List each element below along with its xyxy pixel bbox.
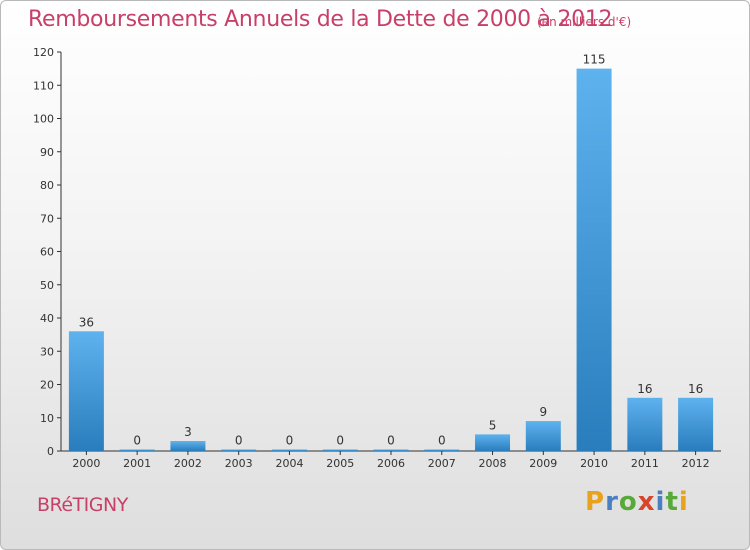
y-tick-label: 40: [40, 312, 54, 325]
y-tick-label: 60: [40, 246, 54, 259]
bar: [68, 331, 104, 451]
logo-letter: t: [665, 487, 679, 517]
y-tick-label: 90: [40, 146, 54, 159]
x-tick-label: 2000: [72, 457, 100, 470]
bar-value-label: 0: [133, 434, 141, 448]
chart-unit: (en milliers d'€): [537, 15, 632, 29]
bar-value-label: 3: [184, 425, 192, 439]
y-tick-label: 100: [33, 113, 54, 126]
x-tick-label: 2002: [174, 457, 202, 470]
x-tick-label: 2008: [479, 457, 507, 470]
proxiti-logo: Proxiti: [585, 487, 689, 517]
bar-value-label: 115: [583, 53, 606, 67]
x-tick-label: 2001: [123, 457, 151, 470]
logo-letter: r: [605, 487, 619, 517]
bar: [576, 68, 612, 451]
bar: [525, 421, 561, 451]
bar-value-label: 36: [79, 315, 94, 329]
bar-value-label: 0: [286, 434, 294, 448]
logo-letter: i: [678, 487, 689, 517]
logo-letter: x: [637, 487, 656, 517]
x-tick-label: 2003: [225, 457, 253, 470]
bar-value-label: 16: [688, 382, 703, 396]
bar: [119, 449, 155, 451]
bar-value-label: 9: [539, 405, 547, 419]
bar: [170, 441, 206, 451]
y-tick-label: 10: [40, 412, 54, 425]
x-tick-label: 2011: [631, 457, 659, 470]
bar: [373, 449, 409, 451]
x-tick-label: 2007: [428, 457, 456, 470]
bar-value-label: 0: [235, 434, 243, 448]
x-tick-label: 2012: [682, 457, 710, 470]
y-tick-label: 110: [33, 79, 54, 92]
y-tick-label: 80: [40, 179, 54, 192]
bar-value-label: 0: [336, 434, 344, 448]
bar: [271, 449, 307, 451]
y-tick-label: 70: [40, 212, 54, 225]
bar: [424, 449, 460, 451]
logo-letter: i: [655, 487, 666, 517]
bar: [475, 434, 511, 451]
logo-letter: P: [585, 487, 606, 517]
x-tick-label: 2005: [326, 457, 354, 470]
y-tick-label: 0: [47, 445, 54, 458]
x-tick-label: 2004: [275, 457, 303, 470]
bar-value-label: 0: [387, 434, 395, 448]
y-tick-label: 120: [33, 46, 54, 59]
bar-value-label: 5: [489, 418, 497, 432]
y-tick-label: 50: [40, 279, 54, 292]
bar: [678, 397, 714, 451]
bar: [627, 397, 663, 451]
bar-value-label: 0: [438, 434, 446, 448]
x-tick-label: 2009: [529, 457, 557, 470]
x-tick-label: 2006: [377, 457, 405, 470]
x-tick-label: 2010: [580, 457, 608, 470]
city-name: BRéTIGNY: [37, 494, 128, 516]
chart-title: Remboursements Annuels de la Dette de 20…: [28, 7, 613, 32]
y-tick-label: 30: [40, 345, 54, 358]
bar: [322, 449, 358, 451]
bar-value-label: 16: [637, 382, 652, 396]
bar-group: 36 0 3 0 0 0 0 0 5 9 115 16 16: [68, 53, 714, 451]
y-tick-label: 20: [40, 379, 54, 392]
bar: [221, 449, 257, 451]
logo-letter: o: [618, 487, 638, 517]
